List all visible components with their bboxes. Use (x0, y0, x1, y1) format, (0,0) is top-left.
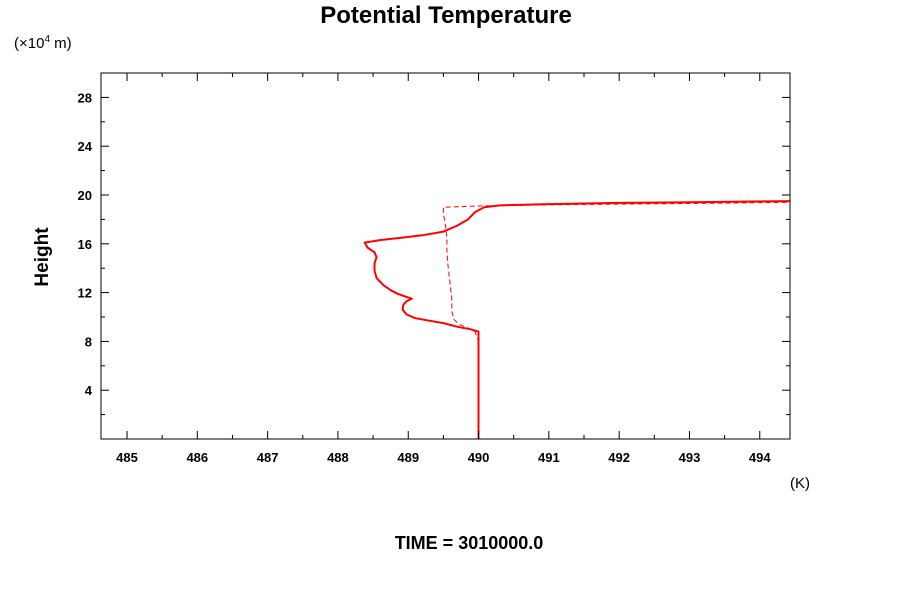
x-tick-label: 493 (679, 450, 701, 465)
chart-title: Potential Temperature (320, 2, 572, 29)
x-tick-label: 487 (257, 450, 279, 465)
x-tick-label: 488 (327, 450, 349, 465)
plot-frame (100, 72, 791, 440)
x-tick-label: 489 (397, 450, 419, 465)
y-tick-label: 16 (78, 237, 92, 252)
time-footer: TIME = 3010000.0 (395, 533, 544, 553)
y-tick-label: 8 (85, 334, 92, 349)
y-unit-exponent: 4 (44, 34, 50, 45)
y-axis-label: Height (32, 227, 53, 287)
x-tick-label: 485 (116, 450, 138, 465)
ticks-layer: 485 486 487 488 489 490 491 492 493 494 4 8 12 16 20 24… (78, 73, 790, 465)
series-layer (363, 200, 791, 439)
x-tick-label: 486 (186, 450, 208, 465)
y-unit-suffix: m) (50, 35, 72, 52)
dashed-profile-line (442, 201, 791, 439)
x-tick-label: 491 (538, 450, 560, 465)
x-tick-label: 494 (749, 450, 771, 465)
x-tick-label: 492 (608, 450, 630, 465)
y-tick-label: 24 (78, 139, 93, 154)
y-tick-label: 20 (78, 188, 92, 203)
y-tick-label: 28 (78, 90, 92, 105)
solid-profile-line (363, 200, 791, 439)
x-tick-label: 490 (468, 450, 490, 465)
y-unit-prefix: (×10 (14, 35, 44, 52)
x-unit-label: (K) (790, 475, 810, 492)
y-unit-label: (×104 m) (14, 34, 72, 52)
y-tick-label: 12 (78, 286, 92, 301)
y-tick-label: 4 (85, 383, 93, 398)
